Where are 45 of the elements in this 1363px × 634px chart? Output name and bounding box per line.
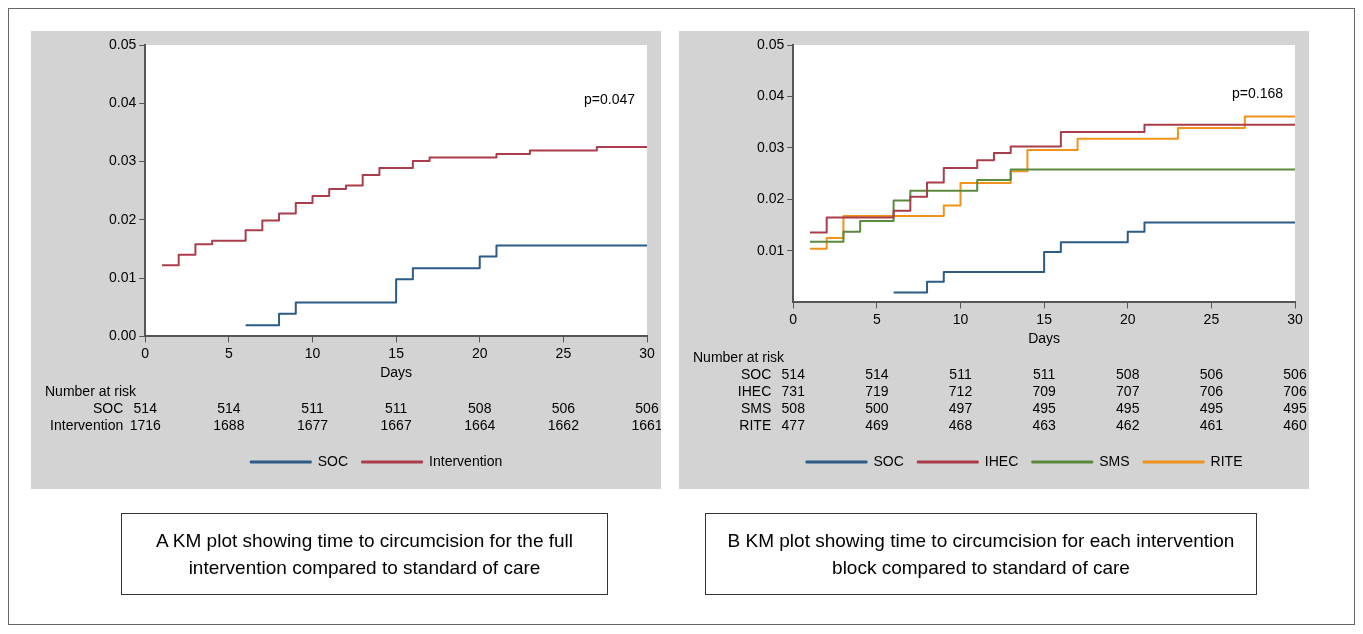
- legend-label: SMS: [1099, 452, 1130, 469]
- x-tick-label: 15: [388, 344, 405, 361]
- text: SOC 514 514 511 511 508 506 506: [740, 366, 1307, 383]
- x-tick-label: 30: [639, 344, 655, 361]
- x-tick-label: 10: [952, 310, 969, 327]
- annotation: p=0.047: [584, 91, 636, 108]
- x-tick-label: 30: [1287, 310, 1303, 327]
- x-tick-label: 10: [304, 344, 321, 361]
- legend-label: SOC: [873, 452, 904, 469]
- y-tick-label: 0.05: [109, 35, 137, 52]
- y-tick-label: 0.04: [109, 94, 137, 111]
- text: SMS 508 500 497 495 495 495 495: [740, 400, 1307, 417]
- x-tick-label: 25: [1203, 310, 1220, 327]
- y-tick-label: 0.05: [757, 35, 785, 52]
- x-tick-label: 0: [789, 310, 798, 327]
- text: IHEC 731 719 712 709 707 706 706: [737, 383, 1307, 400]
- legend-label: Intervention: [429, 452, 503, 469]
- x-tick-label: 5: [872, 310, 881, 327]
- x-axis-title: Days: [1028, 330, 1061, 347]
- text: B KM plot showing time to circumcision for each intervention block compared to standard of care: [726, 529, 1236, 580]
- x-tick-label: 20: [1119, 310, 1136, 327]
- y-tick-label: 0.02: [757, 190, 785, 207]
- text: RITE 477 469 468 463 462 461 460: [739, 417, 1307, 434]
- x-axis-title: Days: [380, 364, 413, 381]
- y-tick-label: 0.00: [109, 327, 137, 344]
- y-tick-label: 0.01: [757, 241, 785, 258]
- y-tick-label: 0.03: [109, 152, 137, 169]
- x-tick-label: 20: [471, 344, 488, 361]
- y-tick-label: 0.01: [109, 268, 137, 285]
- text: Intervention 1716 1688 1677 1667 1664 1662 1661: [50, 417, 663, 434]
- text: SOC 514 514 511 511 508 506 506: [92, 400, 659, 417]
- y-tick-label: 0.02: [109, 210, 137, 227]
- legend-label: SOC: [317, 452, 349, 469]
- annotation: p=0.168: [1232, 84, 1284, 101]
- x-tick-label: 15: [1036, 310, 1053, 327]
- text: Number at risk: [45, 383, 138, 400]
- text: A KM plot showing time to circumcision for the full intervention compared to standard of care: [154, 529, 575, 580]
- legend-label: IHEC: [984, 452, 1019, 469]
- y-tick-label: 0.04: [757, 87, 785, 104]
- legend-label: RITE: [1210, 452, 1243, 469]
- x-tick-label: 25: [555, 344, 572, 361]
- text: Number at risk: [693, 349, 786, 366]
- x-tick-label: 5: [224, 344, 233, 361]
- y-tick-label: 0.03: [757, 138, 785, 155]
- x-tick-label: 0: [141, 344, 150, 361]
